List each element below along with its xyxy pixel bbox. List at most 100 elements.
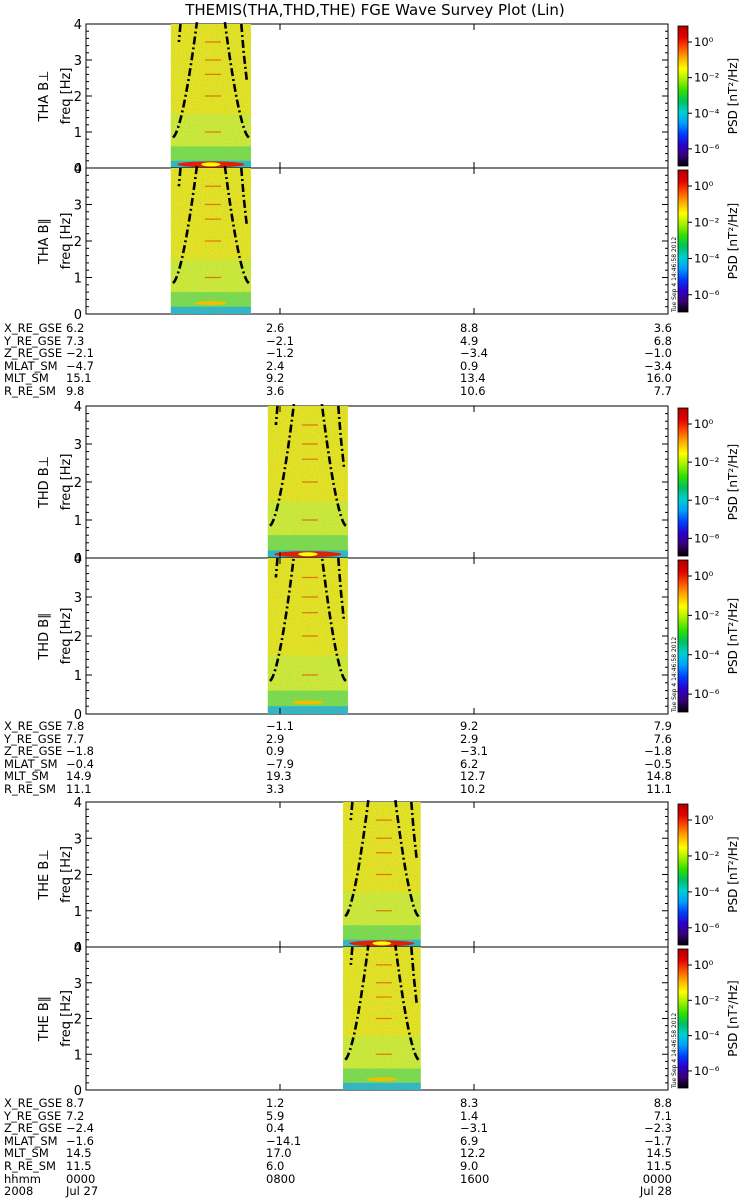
colorbar-tick-label: 10⁰ xyxy=(694,179,714,193)
gyrofrequency-curve-left xyxy=(172,22,199,139)
plot-timestamp: Tue Sep 4 14:46:58 2012 xyxy=(671,1013,678,1089)
gyrofrequency-curve-right xyxy=(223,22,250,139)
colorbar-tick-label: 10⁰ xyxy=(694,569,714,583)
low-freq-peak xyxy=(366,1077,398,1082)
gyrofrequency-curve-outer xyxy=(274,557,279,578)
low-freq-peak-core xyxy=(298,552,318,557)
y-tick-label: 4 xyxy=(74,796,82,811)
ephemeris-label: MLT_SM xyxy=(4,769,49,784)
ephemeris-table: X_RE_GSE 7.8 −1.1 9.2 7.9 Y_RE_GSE 7.7 2.9 2.9 7.… xyxy=(0,720,750,796)
y-tick-label: 2 xyxy=(74,90,82,105)
colorbar: 10⁰ 10⁻² 10⁻⁴ 10⁻⁶ PSD [nT²/Hz] xyxy=(677,25,740,167)
colorbar: 10⁰ 10⁻² 10⁻⁴ 10⁻⁶ PSD [nT²/Hz] Tue Sep 4 14:… xyxy=(671,169,740,313)
low-freq-peak-core xyxy=(372,941,392,946)
ephemeris-value: −3.4 xyxy=(644,358,672,373)
ephemeris-value: 2.4 xyxy=(266,358,285,373)
y-tick-label: 0 xyxy=(74,941,82,956)
y-tick-label: 0 xyxy=(74,308,82,323)
y-tick-label: 0 xyxy=(74,708,82,723)
ephemeris-value: −1.0 xyxy=(644,346,672,361)
ephemeris-value: 6.2 xyxy=(460,756,479,771)
ephemeris-label: Y_RE_GSE xyxy=(4,731,62,746)
colorbar: 10⁰ 10⁻² 10⁻⁴ 10⁻⁶ PSD [nT²/Hz] Tue Sep 4 14:… xyxy=(671,948,740,1089)
spectrogram-panel: 0 1 2 3 4 THD B∥ freq [Hz] xyxy=(37,552,669,723)
gyrofrequency-curve-outer xyxy=(337,557,346,621)
colorbar-label: PSD [nT²/Hz] xyxy=(726,203,740,279)
spectrogram-data xyxy=(343,802,421,947)
colorbar-scale xyxy=(677,948,689,1089)
colorbar-tick-label: 10⁰ xyxy=(694,813,714,827)
y-tick-label: 3 xyxy=(74,54,82,69)
ephemeris-value: −1.7 xyxy=(644,1133,672,1148)
ephemeris-value: −14.1 xyxy=(266,1133,302,1148)
y-tick-label: 4 xyxy=(74,400,82,415)
spectrogram-data xyxy=(343,947,421,1090)
ephemeris-label: MLT_SM xyxy=(4,1146,49,1161)
freq-axis-label: freq [Hz] xyxy=(59,846,74,903)
panel-ylabel: THE B⊥ xyxy=(37,849,52,900)
ephemeris-value: 8.7 xyxy=(66,1096,85,1110)
ephemeris-value: 0.9 xyxy=(266,744,285,759)
ephemeris-value: 16.0 xyxy=(646,371,672,386)
colorbar: 10⁰ 10⁻² 10⁻⁴ 10⁻⁶ PSD [nT²/Hz] xyxy=(677,803,740,946)
ephemeris-value: 15.1 xyxy=(66,371,92,386)
colorbar-tick-label: 10⁻⁶ xyxy=(694,687,720,701)
freq-axis-label: freq [Hz] xyxy=(59,990,74,1047)
ephemeris-label: Z_RE_GSE xyxy=(4,346,63,361)
panel-ylabel: THD B∥ xyxy=(37,612,52,660)
colorbar-scale xyxy=(677,169,689,313)
gyrofrequency-curve-outer xyxy=(240,167,249,227)
colorbar-label: PSD [nT²/Hz] xyxy=(726,444,740,520)
ephemeris-value: 7.2 xyxy=(66,1108,85,1123)
ephemeris-value: −4.7 xyxy=(66,358,94,373)
ephemeris-label: Y_RE_GSE xyxy=(4,333,62,348)
plot-timestamp: Tue Sep 4 14:46:58 2012 xyxy=(671,237,678,313)
colorbar-tick-label: 10⁰ xyxy=(694,417,714,431)
colorbar-scale xyxy=(677,559,689,713)
ephemeris-value: 14.9 xyxy=(66,769,92,784)
y-tick-label: 3 xyxy=(74,199,82,214)
gyrofrequency-curve-outer xyxy=(274,405,279,426)
y-tick-label: 0 xyxy=(74,1084,82,1099)
colorbar-tick-label: 10⁻² xyxy=(694,71,719,85)
colorbar-tick-label: 10⁻⁴ xyxy=(694,252,720,266)
ephemeris-value: Jul 27 xyxy=(66,1184,99,1199)
spectrogram-panel: 0 1 2 3 4 THE B∥ freq [Hz] xyxy=(37,941,669,1099)
ephemeris-value: 7.9 xyxy=(653,719,672,733)
ephemeris-value: 17.0 xyxy=(266,1146,292,1161)
spectrogram-panel: 0 1 2 3 4 THE B⊥ freq [Hz] xyxy=(37,796,669,956)
gyrofrequency-curve-left xyxy=(172,166,199,284)
panel-ylabel: THA B∥ xyxy=(37,218,52,265)
colorbar: 10⁰ 10⁻² 10⁻⁴ 10⁻⁶ PSD [nT²/Hz] xyxy=(677,407,740,557)
colorbar-scale xyxy=(677,25,689,167)
ephemeris-value: 11.5 xyxy=(646,1159,672,1173)
ephemeris-value: −1.1 xyxy=(266,719,294,733)
ephemeris-value: 19.3 xyxy=(266,769,292,784)
y-tick-label: 1 xyxy=(74,669,82,684)
ephemeris-value: 1.2 xyxy=(266,1096,285,1110)
ephemeris-value: −2.4 xyxy=(66,1121,94,1136)
colorbar-tick-label: 10⁰ xyxy=(694,35,714,49)
y-tick-label: 1 xyxy=(74,514,82,529)
y-tick-label: 1 xyxy=(74,1048,82,1063)
y-tick-label: 3 xyxy=(74,591,82,606)
ephemeris-value: −1.8 xyxy=(644,744,672,759)
ephemeris-value: 7.1 xyxy=(653,1108,672,1123)
ephemeris-value: −0.4 xyxy=(66,756,94,771)
ephemeris-value: 9.2 xyxy=(266,371,285,386)
colorbar-tick-label: 10⁻² xyxy=(694,993,719,1007)
ephemeris-value: 14.5 xyxy=(646,1146,672,1161)
ephemeris-value: −3.1 xyxy=(460,744,488,759)
ephemeris-value: −7.9 xyxy=(266,756,294,771)
ephemeris-value: Jul 28 xyxy=(639,1184,672,1199)
ephemeris-value: 9.8 xyxy=(66,384,85,398)
ephemeris-value: −1.2 xyxy=(266,346,294,361)
y-tick-label: 4 xyxy=(74,941,82,956)
ephemeris-value: 12.2 xyxy=(460,1146,486,1161)
y-tick-label: 0 xyxy=(74,552,82,567)
freq-axis-label: freq [Hz] xyxy=(59,454,74,511)
ephemeris-value: 7.7 xyxy=(66,731,85,746)
ephemeris-value: −0.5 xyxy=(644,756,672,771)
ephemeris-value: −3.1 xyxy=(460,1121,488,1136)
ephemeris-label: R_RE_SM xyxy=(4,1159,56,1173)
